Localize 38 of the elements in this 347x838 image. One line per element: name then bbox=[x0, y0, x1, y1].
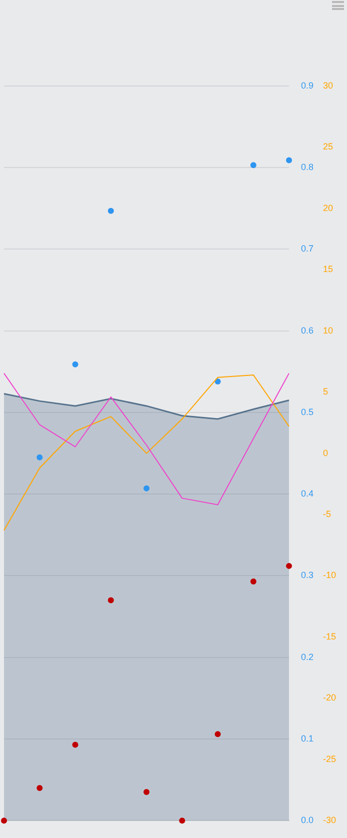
point bbox=[179, 818, 186, 824]
y-tick-label: 0.8 bbox=[301, 162, 314, 172]
point bbox=[108, 208, 114, 214]
point bbox=[72, 742, 78, 748]
y2-tick-label: -30 bbox=[323, 815, 336, 826]
y2-tick-label: -5 bbox=[323, 509, 332, 519]
point bbox=[36, 784, 43, 791]
y-tick-label: 0.0 bbox=[301, 815, 314, 826]
y-tick-label: 0.6 bbox=[301, 325, 314, 336]
point bbox=[214, 731, 221, 738]
point bbox=[144, 789, 150, 796]
point bbox=[72, 361, 78, 368]
y2-tick-label: -10 bbox=[323, 570, 336, 580]
point bbox=[1, 818, 7, 824]
y2-tick-label: 30 bbox=[323, 80, 334, 90]
y-tick-label: 0.4 bbox=[301, 488, 314, 499]
y-tick-label: 0.3 bbox=[301, 570, 314, 580]
y2-tick-label: 20 bbox=[323, 202, 334, 213]
point bbox=[36, 454, 43, 460]
y2-tick-label: -25 bbox=[323, 754, 336, 764]
y2-tick-label: -20 bbox=[323, 692, 336, 703]
y2-tick-label: 10 bbox=[323, 325, 334, 336]
y-tick-label: 0.9 bbox=[301, 80, 314, 90]
y2-tick-label: 0 bbox=[323, 448, 328, 458]
y2-tick-label: -15 bbox=[323, 631, 336, 642]
y2-tick-label: 5 bbox=[323, 386, 328, 397]
y-tick-label: 0.7 bbox=[301, 244, 314, 254]
point bbox=[286, 157, 292, 164]
y-tick-label: 0.5 bbox=[301, 406, 314, 417]
point bbox=[250, 578, 256, 584]
y2-tick-label: 25 bbox=[323, 142, 334, 152]
y-tick-label: 0.2 bbox=[301, 652, 314, 662]
point bbox=[108, 597, 114, 604]
point bbox=[250, 162, 256, 168]
point bbox=[286, 562, 292, 569]
point bbox=[144, 485, 150, 492]
y2-tick-label: 15 bbox=[323, 264, 334, 274]
y-tick-label: 0.1 bbox=[301, 733, 314, 744]
